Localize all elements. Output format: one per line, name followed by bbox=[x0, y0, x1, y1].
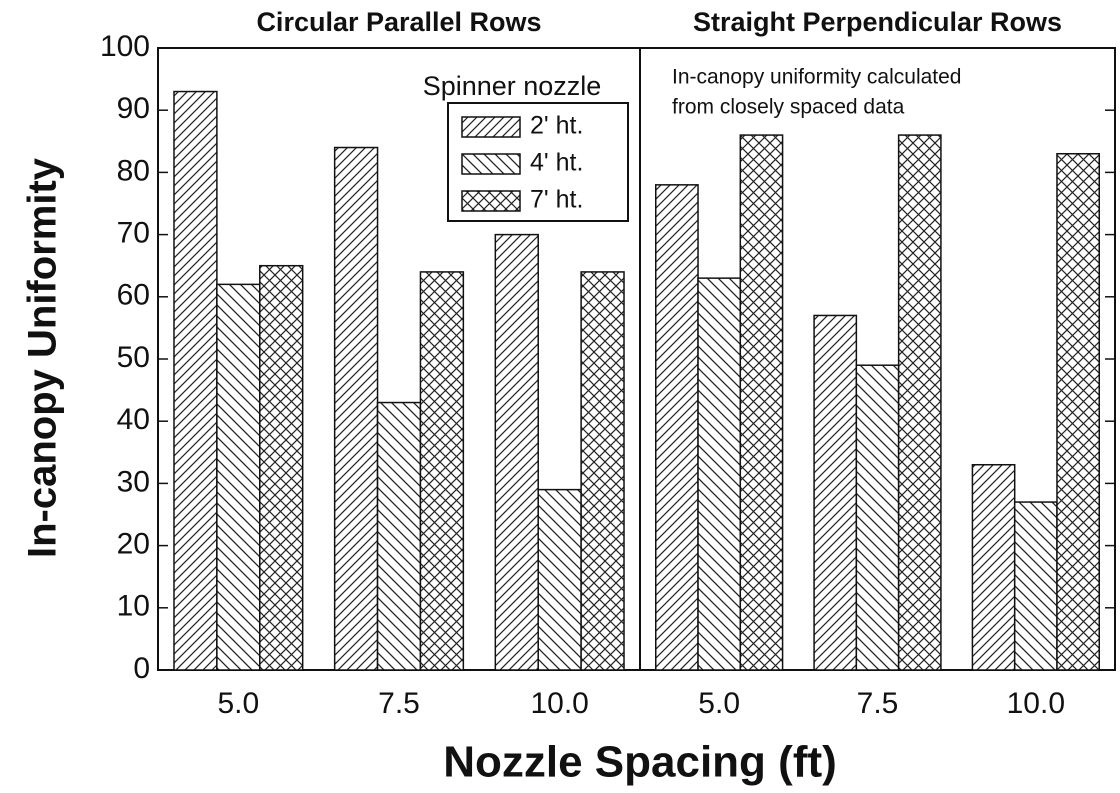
x-axis-label: Nozzle Spacing (ft) bbox=[443, 738, 837, 787]
y-tick-label: 40 bbox=[117, 403, 150, 436]
y-axis-label: In-canopy Uniformity bbox=[21, 157, 65, 558]
bar bbox=[1056, 152, 1100, 671]
x-tick-label: 10.0 bbox=[530, 687, 588, 720]
bar bbox=[494, 233, 539, 671]
y-tick-label: 0 bbox=[133, 652, 150, 685]
annotation: In-canopy uniformity calculated bbox=[672, 66, 961, 89]
bar bbox=[376, 401, 422, 671]
legend-label: 2' ht. bbox=[530, 112, 583, 140]
panel-title: Circular Parallel Rows bbox=[256, 7, 541, 37]
bar bbox=[697, 277, 742, 671]
y-tick-label: 10 bbox=[117, 590, 150, 623]
bar bbox=[897, 134, 942, 671]
legend-label: 7' ht. bbox=[530, 186, 583, 214]
legend-swatch bbox=[461, 190, 521, 212]
legend-label: 4' ht. bbox=[530, 149, 583, 177]
bar bbox=[855, 364, 900, 671]
x-tick-label: 7.5 bbox=[378, 687, 420, 720]
y-tick-label: 100 bbox=[100, 30, 150, 63]
annotation: from closely spaced data bbox=[672, 96, 905, 119]
x-tick-label: 5.0 bbox=[698, 687, 740, 720]
y-tick-label: 70 bbox=[117, 217, 150, 250]
bar bbox=[739, 134, 784, 671]
y-tick-label: 50 bbox=[117, 341, 150, 374]
y-tick-label: 60 bbox=[117, 279, 150, 312]
bar bbox=[813, 314, 858, 671]
x-tick-label: 5.0 bbox=[217, 687, 259, 720]
bar bbox=[655, 184, 699, 671]
legend-swatch bbox=[461, 116, 521, 138]
bar bbox=[216, 283, 261, 671]
y-tick-label: 20 bbox=[117, 528, 150, 561]
bar bbox=[537, 488, 582, 671]
bar bbox=[580, 271, 625, 671]
bar bbox=[259, 264, 304, 671]
y-tick-label: 90 bbox=[117, 92, 150, 125]
bar bbox=[419, 271, 465, 671]
x-tick-label: 10.0 bbox=[1007, 687, 1065, 720]
bar bbox=[1013, 501, 1058, 671]
bar bbox=[173, 90, 218, 671]
panel-title: Straight Perpendicular Rows bbox=[693, 7, 1062, 37]
y-tick-label: 80 bbox=[117, 154, 150, 187]
bar bbox=[971, 463, 1016, 671]
legend-title: Spinner nozzle bbox=[423, 71, 602, 101]
bar bbox=[333, 146, 379, 671]
x-tick-label: 7.5 bbox=[857, 687, 899, 720]
y-tick-label: 30 bbox=[117, 465, 150, 498]
legend-swatch bbox=[461, 153, 521, 175]
